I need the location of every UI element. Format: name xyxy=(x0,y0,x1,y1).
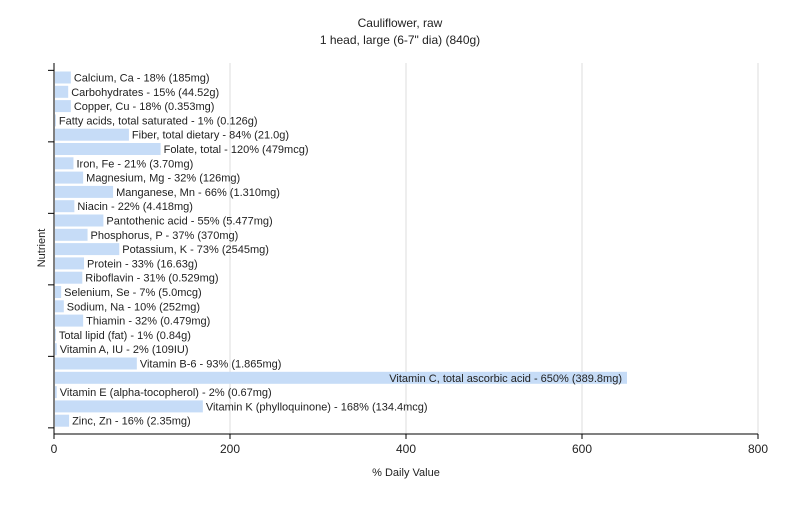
bar-layer xyxy=(55,71,627,427)
bar-label: Fatty acids, total saturated - 1% (0.126… xyxy=(59,115,258,127)
bar xyxy=(55,271,83,284)
bar-label: Iron, Fe - 21% (3.70mg) xyxy=(76,158,193,170)
bar-label: Riboflavin - 31% (0.529mg) xyxy=(85,273,218,285)
bar-label: Vitamin C, total ascorbic acid - 650% (3… xyxy=(389,373,622,385)
bar xyxy=(55,286,62,298)
bar-label: Folate, total - 120% (479mcg) xyxy=(164,144,309,156)
bar-label: Manganese, Mn - 66% (1.310mg) xyxy=(116,187,280,199)
bar xyxy=(55,157,74,170)
bar-label: Selenium, Se - 7% (5.0mcg) xyxy=(64,287,202,299)
bar xyxy=(55,414,70,427)
bar-label: Calcium, Ca - 18% (185mg) xyxy=(74,73,210,85)
bar xyxy=(55,257,85,270)
chart-subtitle: 1 head, large (6-7" dia) (840g) xyxy=(320,33,480,47)
x-tick-label: 200 xyxy=(220,442,240,456)
bar-label: Pantothenic acid - 55% (5.477mg) xyxy=(106,216,272,228)
bar-label: Niacin - 22% (4.418mg) xyxy=(77,201,193,213)
bar xyxy=(55,371,627,384)
chart-title: Cauliflower, raw xyxy=(358,16,443,30)
x-tick-label: 600 xyxy=(572,442,592,456)
bar-label: Magnesium, Mg - 32% (126mg) xyxy=(86,173,240,185)
bar-label: Zinc, Zn - 16% (2.35mg) xyxy=(72,416,191,428)
bar-label: Thiamin - 32% (0.479mg) xyxy=(86,316,210,328)
bar xyxy=(55,357,137,370)
bar xyxy=(55,128,129,141)
bar-label: Vitamin E (alpha-tocopherol) - 2% (0.67m… xyxy=(60,387,272,399)
bar xyxy=(55,214,104,227)
bar-label: Sodium, Na - 10% (252mg) xyxy=(67,301,200,313)
bar-label: Vitamin K (phylloquinone) - 168% (134.4m… xyxy=(206,401,428,413)
bar xyxy=(55,328,56,341)
bar-label: Vitamin B-6 - 93% (1.865mg) xyxy=(140,359,282,371)
bar xyxy=(55,100,71,113)
bar-label: Total lipid (fat) - 1% (0.84g) xyxy=(59,330,191,342)
bar xyxy=(55,243,120,256)
axis-layer: 0 200 400 600 800 xyxy=(48,63,768,456)
x-axis-label: % Daily Value xyxy=(372,467,440,479)
bar xyxy=(55,314,84,327)
bar xyxy=(55,114,56,127)
bar-label: Carbohydrates - 15% (44.52g) xyxy=(71,87,219,99)
bar xyxy=(55,143,161,155)
bar xyxy=(55,400,203,413)
bar-label: Phosphorus, P - 37% (370mg) xyxy=(91,230,239,242)
bar xyxy=(55,300,64,313)
bar xyxy=(55,343,57,356)
bar-label: Vitamin A, IU - 2% (109IU) xyxy=(60,344,189,356)
x-tick-label: 0 xyxy=(51,442,58,456)
x-tick-label: 800 xyxy=(748,442,768,456)
label-layer: Calcium, Ca - 18% (185mg) Carbohydrates -… xyxy=(59,73,622,428)
bar-label: Protein - 33% (16.63g) xyxy=(87,258,198,270)
bar xyxy=(55,185,114,198)
bar xyxy=(55,386,57,399)
bar-label: Fiber, total dietary - 84% (21.0g) xyxy=(132,130,289,142)
bar xyxy=(55,171,84,184)
bar xyxy=(55,228,88,241)
bar xyxy=(55,200,75,213)
x-tick-label: 400 xyxy=(396,442,416,456)
bar xyxy=(55,85,69,98)
bar xyxy=(55,71,71,84)
bar-label: Copper, Cu - 18% (0.353mg) xyxy=(74,101,215,113)
bar-label: Potassium, K - 73% (2545mg) xyxy=(122,244,269,256)
y-axis-label: Nutrient xyxy=(36,229,48,268)
